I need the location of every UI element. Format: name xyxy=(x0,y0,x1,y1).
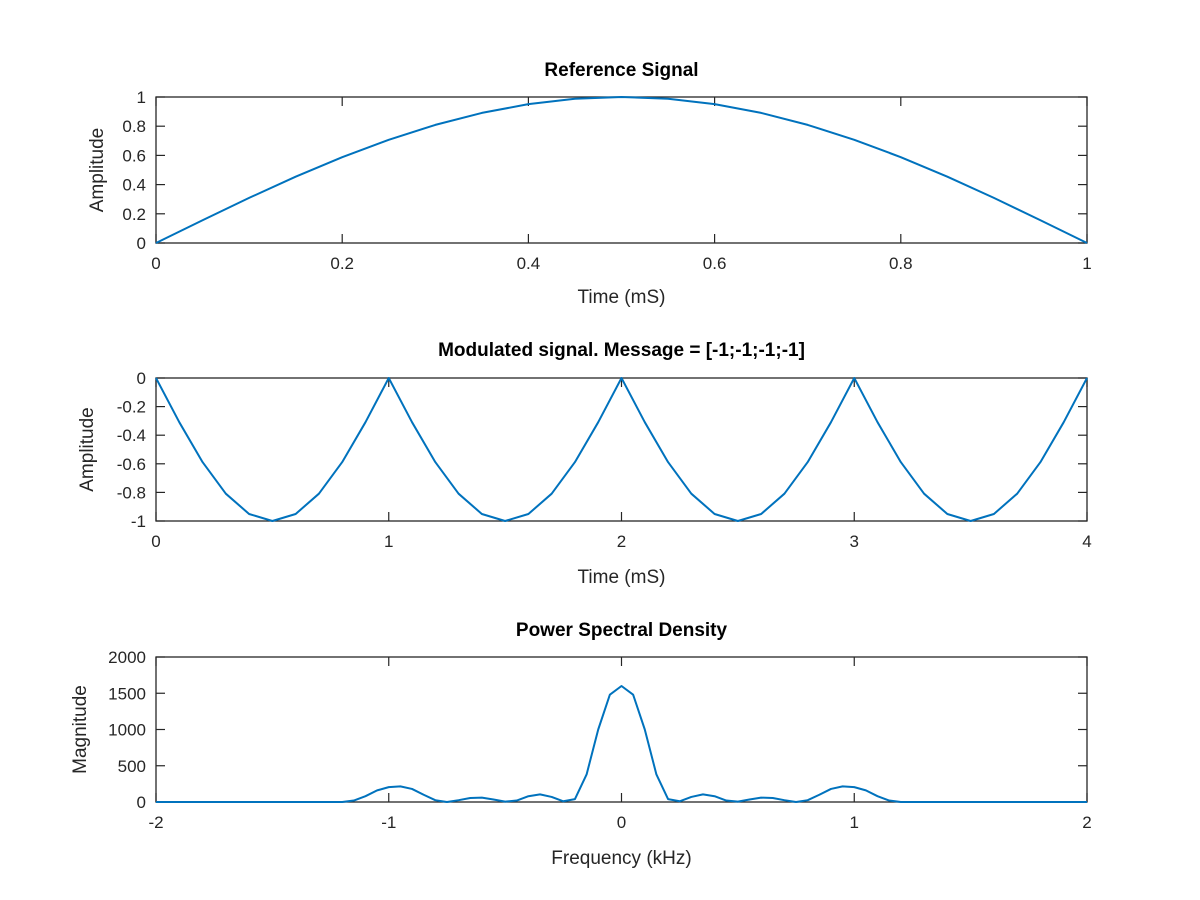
x-tick-label: 0.4 xyxy=(517,254,541,273)
y-tick-label: 0.4 xyxy=(122,176,146,195)
y-tick-label: -0.4 xyxy=(117,426,146,445)
y-tick-label: 0.2 xyxy=(122,205,146,224)
plot-frame xyxy=(155,96,1088,244)
y-axis-label: Amplitude xyxy=(77,407,98,492)
x-tick-label: 3 xyxy=(850,532,859,551)
x-axis-label: Time (mS) xyxy=(578,287,666,308)
chart-title: Power Spectral Density xyxy=(516,620,728,641)
x-tick-label: 2 xyxy=(1082,813,1091,832)
x-tick-label: 4 xyxy=(1082,532,1091,551)
y-tick-label: 500 xyxy=(118,757,146,776)
x-tick-label: 1 xyxy=(850,813,859,832)
series-line xyxy=(155,96,1088,244)
y-tick-label: -0.2 xyxy=(117,398,146,417)
series-line xyxy=(156,685,1087,803)
x-tick-label: 0 xyxy=(617,813,626,832)
y-tick-label: -1 xyxy=(131,512,146,531)
x-tick-label: 0 xyxy=(151,254,160,273)
x-tick-label: 0.2 xyxy=(330,254,354,273)
y-tick-label: 2000 xyxy=(108,648,146,667)
y-tick-label: 0.6 xyxy=(122,146,146,165)
y-tick-label: 0 xyxy=(137,234,146,253)
y-tick-label: 0 xyxy=(137,793,146,812)
chart-title: Reference Signal xyxy=(544,60,698,81)
y-tick-label: 0.8 xyxy=(122,117,146,136)
y-tick-label: 1000 xyxy=(108,721,146,740)
chart-title: Modulated signal. Message = [-1;-1;-1;-1… xyxy=(438,340,805,361)
plot-frame xyxy=(155,656,1088,803)
x-tick-label: 0.6 xyxy=(703,254,727,273)
x-tick-label: -1 xyxy=(381,813,396,832)
y-tick-label: 0 xyxy=(137,369,146,388)
y-tick-label: -0.8 xyxy=(117,483,146,502)
x-axis-label: Frequency (kHz) xyxy=(551,848,691,869)
x-tick-label: 0.8 xyxy=(889,254,913,273)
y-tick-label: 1 xyxy=(137,88,146,107)
plot-frame xyxy=(155,377,1088,522)
x-tick-label: 1 xyxy=(384,532,393,551)
x-tick-label: 2 xyxy=(617,532,626,551)
y-tick-label: 1500 xyxy=(108,684,146,703)
y-axis-label: Magnitude xyxy=(70,685,91,774)
x-tick-label: 0 xyxy=(151,532,160,551)
y-axis-label: Amplitude xyxy=(87,128,108,213)
y-tick-label: -0.6 xyxy=(117,455,146,474)
series-line xyxy=(155,377,1088,522)
x-tick-label: 1 xyxy=(1082,254,1091,273)
x-tick-label: -2 xyxy=(148,813,163,832)
x-axis-label: Time (mS) xyxy=(578,567,666,588)
